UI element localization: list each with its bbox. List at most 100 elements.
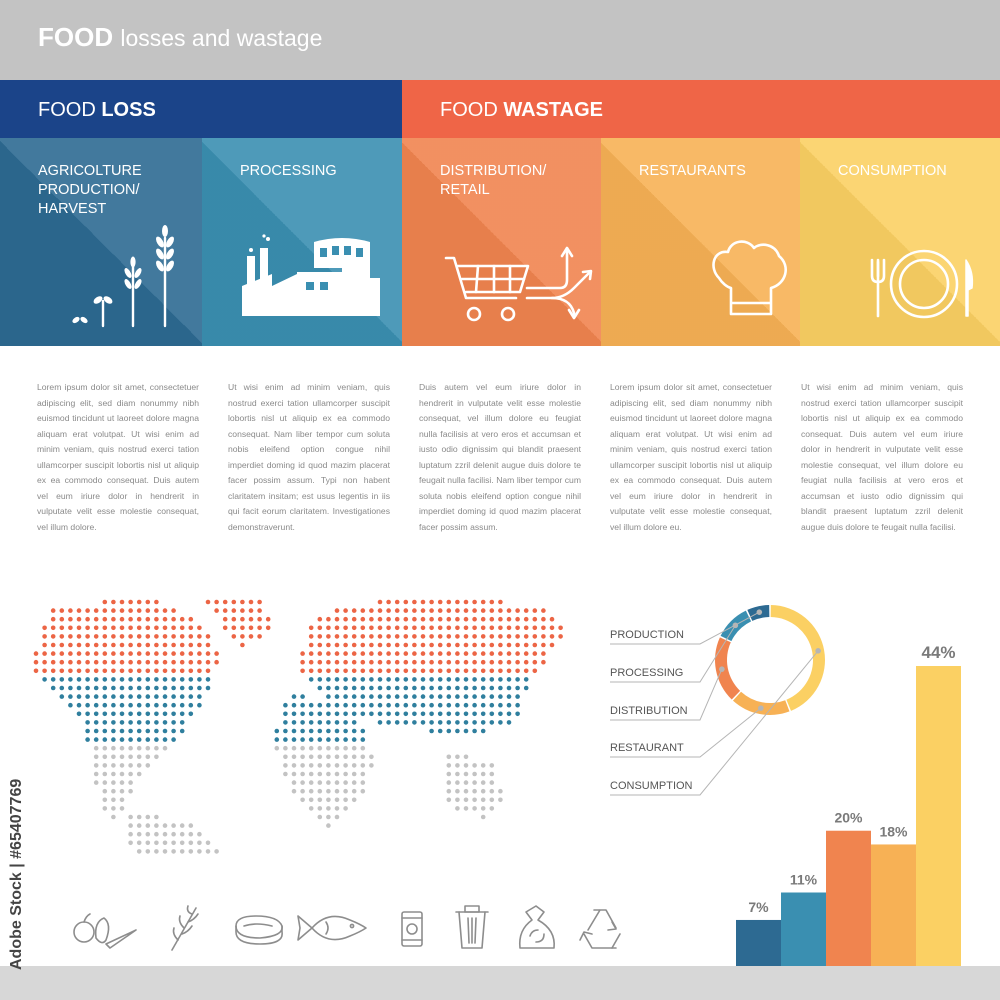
map-dot (351, 668, 357, 674)
map-dot (515, 677, 520, 682)
map-dot (145, 720, 151, 725)
map-dot (68, 702, 73, 708)
map-dot (283, 728, 288, 734)
map-dot (446, 634, 452, 639)
wheat-icon (171, 905, 199, 951)
map-dot (523, 625, 529, 631)
map-dot (472, 599, 477, 605)
map-dot (446, 625, 452, 631)
map-dot (102, 625, 108, 631)
map-dot (489, 771, 495, 777)
map-dot (102, 608, 108, 613)
map-dot (111, 685, 116, 691)
map-dot (326, 814, 331, 820)
map-dot (93, 625, 99, 631)
map-dot (394, 625, 400, 631)
map-dot (463, 651, 469, 656)
map-dot (506, 694, 512, 699)
map-dot (93, 754, 99, 760)
map-dot (128, 823, 133, 828)
map-dot (274, 728, 280, 734)
map-dot (343, 720, 348, 725)
map-dot (154, 831, 159, 837)
map-dot (42, 651, 47, 656)
map-dot (480, 806, 486, 811)
map-dot (85, 720, 90, 725)
map-dot (308, 728, 314, 734)
wheat-icon (72, 225, 174, 328)
bar-data-label: 18% (879, 823, 908, 839)
map-dot (386, 625, 391, 631)
map-dot (102, 745, 108, 751)
map-dot (171, 728, 176, 734)
donut-leader-dot (758, 705, 764, 711)
map-dot (111, 651, 116, 656)
map-dot (308, 711, 314, 717)
map-dot (145, 599, 151, 605)
map-dot (446, 651, 452, 656)
map-dot (93, 763, 99, 768)
map-dot (145, 642, 151, 648)
map-dot (360, 616, 366, 622)
map-dot (300, 780, 305, 785)
stage-processing: PROCESSING (202, 138, 402, 346)
map-dot (111, 814, 116, 820)
map-dot (119, 745, 125, 751)
map-dot (317, 702, 323, 708)
map-dot (162, 677, 168, 682)
description-agriculture: Lorem ipsum dolor sit amet, consectetuer… (37, 382, 199, 532)
can-icon (401, 911, 423, 947)
map-dot (128, 711, 133, 717)
map-dot (154, 840, 159, 846)
map-dot (162, 616, 168, 622)
map-dot (145, 625, 151, 631)
map-dot (455, 788, 460, 794)
map-dot (523, 651, 529, 656)
map-dot (472, 728, 477, 734)
map-dot (317, 659, 323, 665)
map-dot (523, 616, 529, 622)
map-dot (334, 608, 340, 613)
map-dot (162, 668, 168, 674)
map-dot (351, 634, 357, 639)
bar-data-label: 20% (834, 810, 863, 826)
map-dot (480, 677, 486, 682)
map-dot (498, 694, 503, 699)
map-dot (480, 685, 486, 691)
map-dot (68, 625, 73, 631)
food-loss-bold: LOSS (101, 99, 156, 121)
map-dot (145, 823, 151, 828)
map-dot (111, 780, 116, 785)
map-dot (154, 694, 159, 699)
map-dot (326, 616, 331, 622)
map-dot (162, 849, 168, 854)
map-dot (93, 737, 99, 742)
trash-can-icon (455, 905, 489, 949)
map-dot (369, 659, 374, 665)
map-dot (154, 616, 159, 622)
map-dot (222, 625, 228, 631)
donut-leader-dot (756, 609, 763, 615)
map-dot (351, 788, 357, 794)
map-dot (403, 720, 409, 725)
map-dot (136, 728, 142, 734)
map-dot (93, 608, 99, 613)
map-dot (111, 745, 116, 751)
map-dot (489, 608, 495, 613)
map-dot (102, 780, 108, 785)
map-dot (317, 642, 323, 648)
map-dot (420, 702, 426, 708)
map-dot (171, 720, 176, 725)
map-dot (403, 616, 409, 622)
map-dot (102, 771, 108, 777)
map-dot (429, 625, 434, 631)
map-dot (326, 754, 331, 760)
map-dot (334, 814, 340, 820)
map-dot (171, 711, 176, 717)
map-dot (317, 711, 323, 717)
map-dot (197, 659, 202, 665)
map-dot (541, 642, 546, 648)
map-dot (429, 608, 434, 613)
map-dot (343, 745, 348, 751)
map-dot (420, 616, 426, 622)
